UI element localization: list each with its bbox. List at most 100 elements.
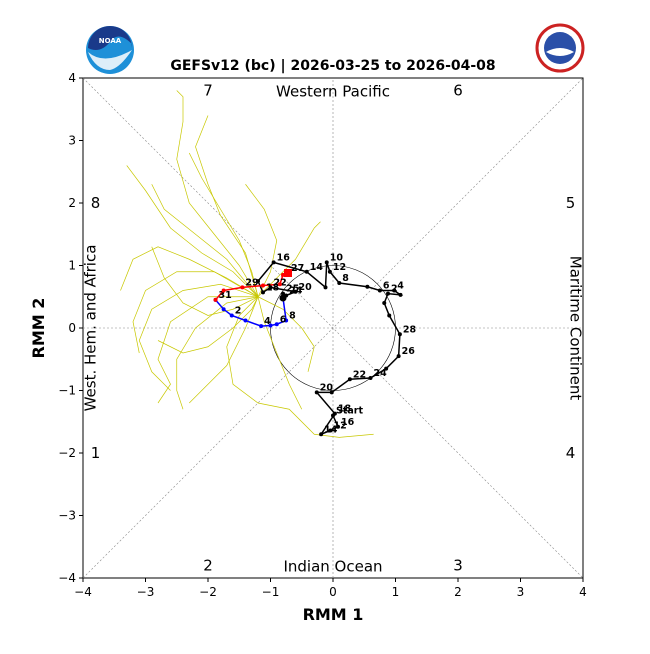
- series-point: [261, 290, 265, 295]
- series-point: [398, 292, 403, 297]
- ensemble-member-line: [120, 246, 259, 298]
- point-label: 18: [338, 404, 352, 415]
- ensemble-member-line: [257, 296, 303, 410]
- series-point: [328, 428, 333, 433]
- x-tick-label: 1: [392, 585, 400, 599]
- ensemble-member-line: [176, 296, 259, 410]
- series-point: [368, 376, 373, 380]
- point-label: 2: [235, 306, 242, 317]
- phase-label: 1: [91, 444, 101, 462]
- ensemble-member-line: [126, 165, 259, 297]
- series-point: [387, 313, 392, 318]
- phase-label: 6: [453, 82, 463, 100]
- point-label: 20: [320, 382, 334, 393]
- series-point: [268, 285, 273, 290]
- series-point: [332, 411, 337, 416]
- point-label: 26: [402, 346, 416, 357]
- noaa-logo: NOAA: [86, 26, 134, 74]
- x-tick-label: 0: [329, 585, 337, 599]
- phase-label: 5: [566, 194, 576, 212]
- point-label: 18: [266, 282, 280, 293]
- point-label: 27: [291, 263, 304, 274]
- ensemble-member-line: [157, 296, 259, 354]
- svg-text:NOAA: NOAA: [99, 37, 122, 45]
- y-tick-label: 3: [68, 134, 76, 148]
- x-tick-label: 3: [517, 585, 525, 599]
- series-point: [293, 289, 298, 294]
- series-point: [213, 297, 218, 302]
- series-point: [365, 284, 370, 289]
- y-tick-label: −4: [58, 571, 76, 585]
- ensemble-member-line: [176, 90, 259, 297]
- series-point: [268, 323, 273, 328]
- point-label: 24: [289, 286, 303, 297]
- x-tick-label: −1: [262, 585, 280, 599]
- series-point: [277, 282, 282, 287]
- point-label: 28: [403, 324, 417, 335]
- series-point: [314, 390, 319, 395]
- ensemble-member-line: [245, 184, 278, 297]
- series-point: [382, 301, 387, 305]
- point-label: 14: [324, 424, 338, 435]
- series-point: [386, 291, 390, 296]
- nws-logo: [535, 23, 585, 73]
- x-tick-label: 4: [579, 585, 587, 599]
- series-point: [336, 424, 340, 429]
- y-tick-label: 0: [68, 321, 76, 335]
- rmm-points: Start16121418202224262824681210141618222…: [213, 252, 417, 437]
- point-label: 25: [286, 284, 299, 295]
- region-label-right: Maritime Continent: [567, 256, 585, 401]
- phase-label: 8: [91, 194, 101, 212]
- y-tick-label: 2: [68, 196, 76, 210]
- series-point: [392, 288, 397, 293]
- ensemble-member-line: [138, 283, 259, 391]
- y-tick-label: 1: [68, 259, 76, 273]
- series-point: [229, 313, 234, 318]
- x-axis-label: RMM 1: [303, 605, 364, 624]
- point-label: 10: [330, 252, 344, 263]
- series-line: [257, 261, 404, 436]
- point-label: 14: [310, 262, 324, 273]
- series-point: [329, 390, 334, 395]
- region-label-top: Western Pacific: [276, 83, 390, 101]
- point-label: 6: [280, 314, 287, 325]
- region-labels: Western Pacific Indian Ocean West. Hem. an…: [82, 83, 585, 576]
- point-label: 12: [333, 262, 346, 273]
- y-tick-label: −1: [58, 384, 76, 398]
- phase-guides: [82, 77, 584, 579]
- current-state-marker: [279, 294, 287, 302]
- series-point: [396, 354, 401, 359]
- ensemble-member-line: [157, 296, 258, 404]
- ensemble-member-line: [151, 246, 259, 316]
- region-label-bottom: Indian Ocean: [283, 558, 382, 576]
- series-point: [327, 269, 332, 274]
- ensemble-member-line: [188, 152, 259, 297]
- phase-label: 3: [453, 557, 463, 575]
- point-label: 22: [353, 369, 366, 380]
- point-label: Start: [336, 406, 363, 417]
- y-tick-label: −2: [58, 446, 76, 460]
- point-label: 8: [289, 311, 296, 322]
- x-tick-label: −4: [74, 585, 92, 599]
- series-point: [221, 288, 226, 293]
- x-tick-label: −3: [137, 585, 155, 599]
- series-point: [281, 291, 285, 296]
- series-point: [337, 281, 342, 285]
- point-label: 12: [334, 421, 347, 432]
- series-point: [274, 322, 279, 327]
- ensemble-member-line: [132, 271, 259, 354]
- series-point: [347, 377, 352, 382]
- series-point: [397, 332, 402, 337]
- point-label: 6: [383, 281, 390, 292]
- forecast-end-marker: [284, 269, 292, 277]
- series-point: [240, 285, 245, 290]
- ensemble-member-line: [195, 115, 259, 297]
- series-point: [304, 269, 309, 274]
- series-point: [377, 288, 382, 293]
- point-label: 20: [299, 282, 313, 293]
- point-label: 4: [397, 281, 404, 292]
